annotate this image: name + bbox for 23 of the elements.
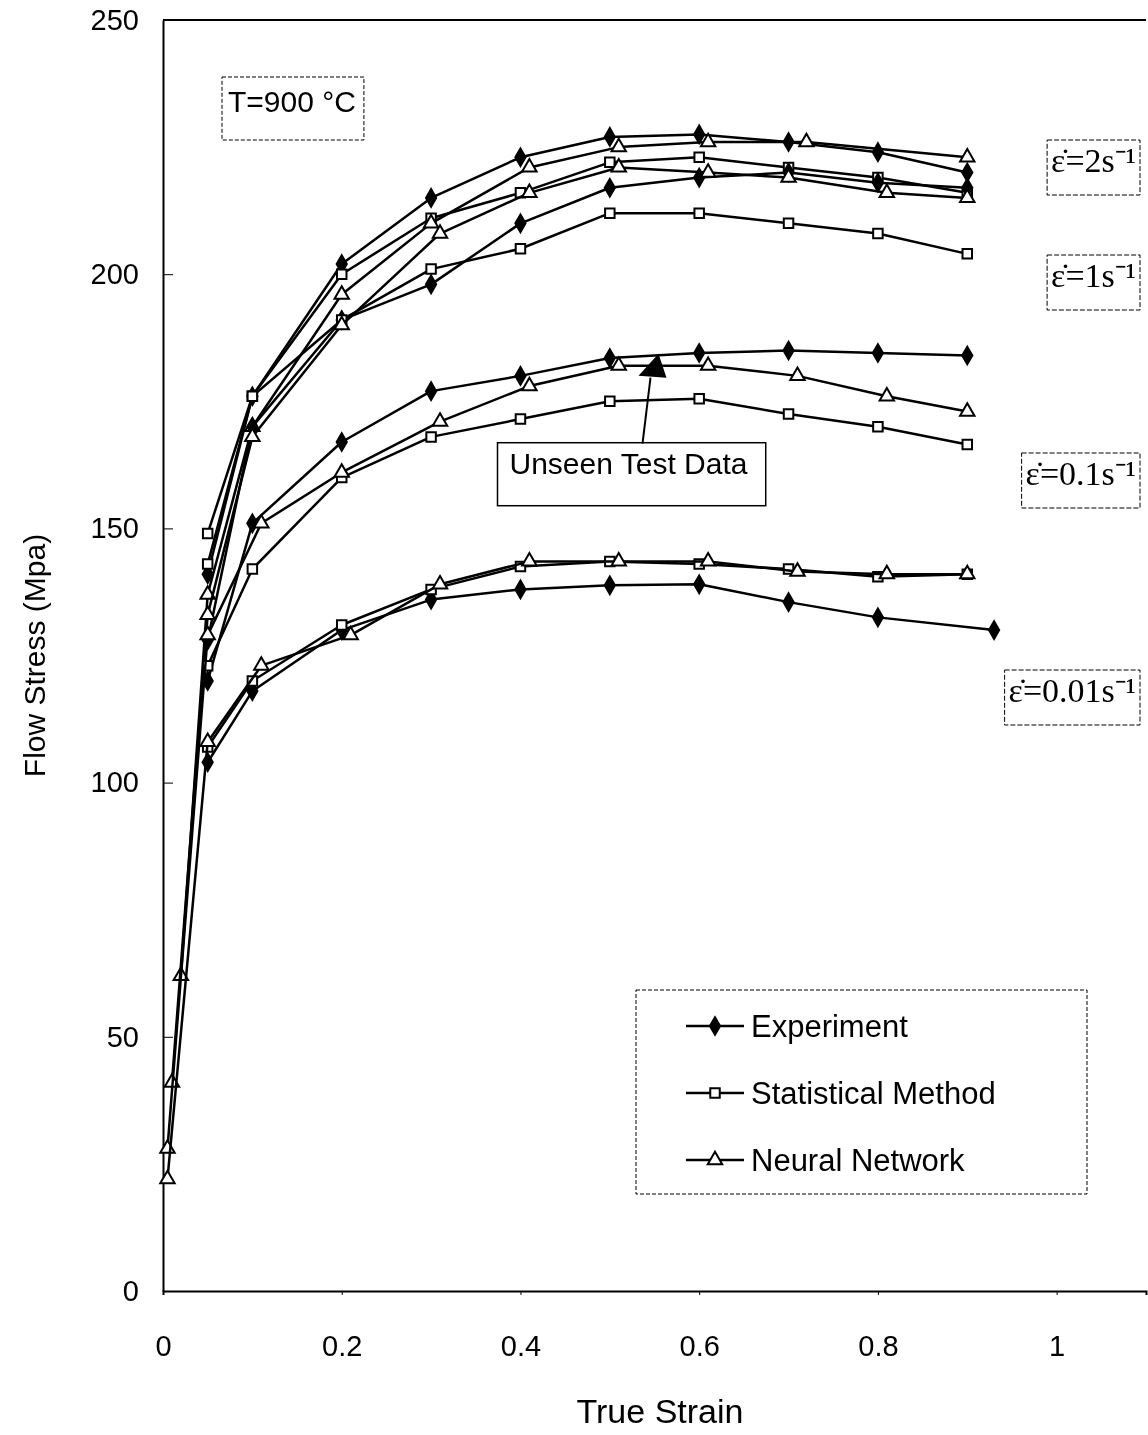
y-tick-label: 150 — [90, 512, 139, 545]
annotation: ε̇=0.01s⁻¹ — [1008, 672, 1136, 709]
annotation: T=900 °C — [228, 85, 356, 118]
legend-label: Statistical Method — [751, 1076, 996, 1111]
x-tick-label: 0.4 — [500, 1329, 542, 1362]
x-axis-title: True Strain — [576, 1392, 744, 1430]
legend-label: Neural Network — [751, 1143, 966, 1178]
y-tick-label: 50 — [106, 1020, 139, 1053]
x-tick-label: 0 — [155, 1329, 172, 1362]
y-tick-label: 250 — [90, 3, 139, 36]
y-axis-title: Flow Stress (Mpa) — [18, 533, 51, 778]
y-tick-label: 0 — [122, 1274, 139, 1307]
annotation: Unseen Test Data — [509, 446, 748, 480]
x-tick-label: 0.8 — [858, 1329, 899, 1362]
y-tick-label: 100 — [90, 766, 139, 799]
legend-label: Experiment — [751, 1009, 909, 1044]
annotation: ε̇=2s⁻¹ — [1051, 142, 1136, 179]
x-tick-label: 0.6 — [679, 1329, 720, 1362]
annotation: ε̇=0.1s⁻¹ — [1025, 455, 1136, 492]
annotation: ε̇=1s⁻¹ — [1051, 257, 1136, 294]
x-tick-label: 0.2 — [322, 1329, 363, 1362]
x-tick-label: 1 — [1049, 1329, 1066, 1362]
y-tick-label: 200 — [90, 257, 139, 290]
